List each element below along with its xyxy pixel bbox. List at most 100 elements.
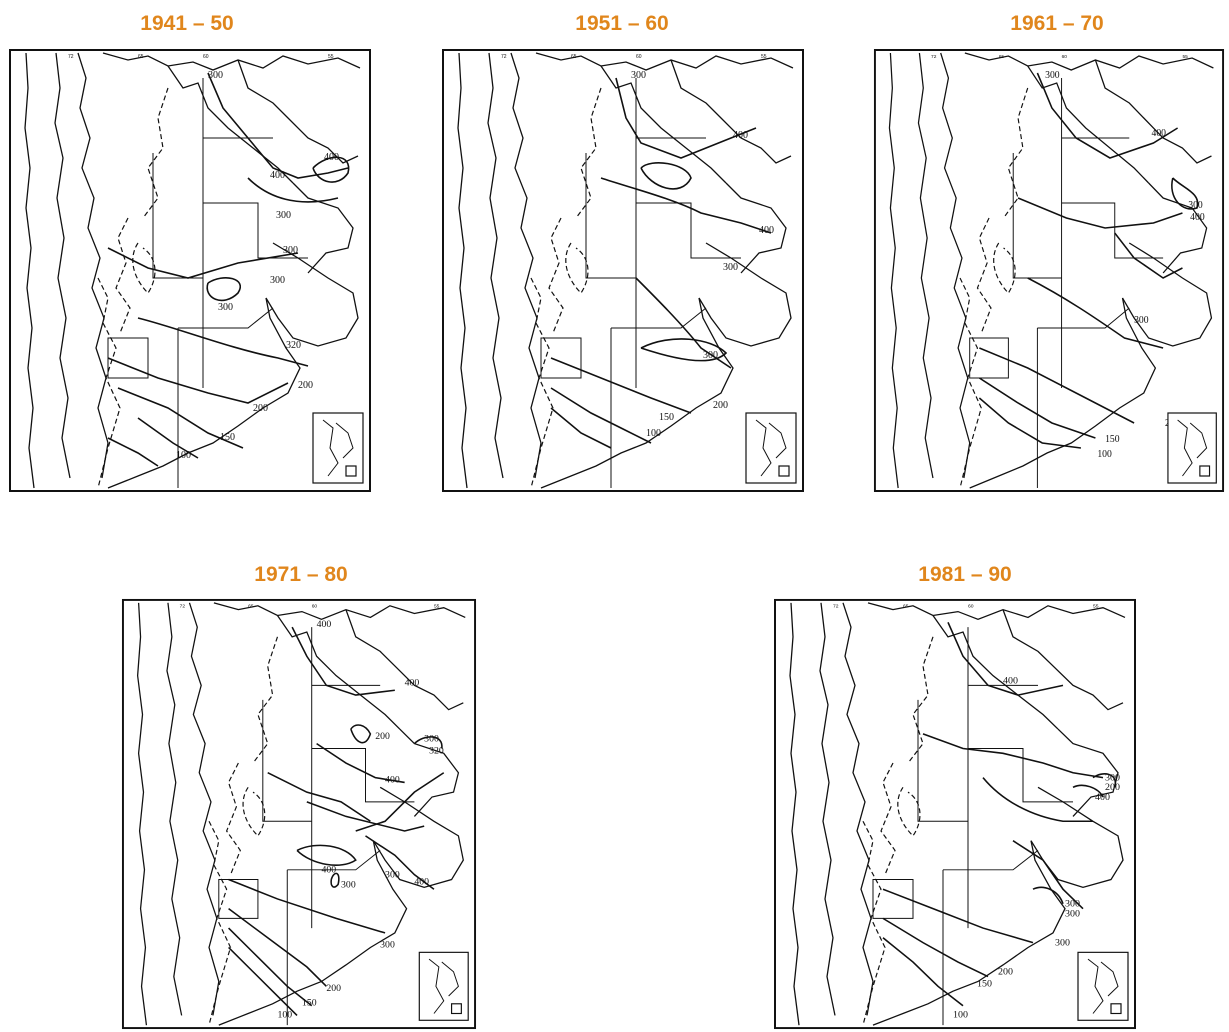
isoline-map-1971-80: 72 65 60 5540040020032030040040030030040030… bbox=[121, 598, 477, 1030]
isoline-label: 100 bbox=[277, 1009, 292, 1020]
inset-locator-map bbox=[418, 951, 469, 1021]
dashed-outline bbox=[132, 242, 156, 294]
isoline bbox=[982, 777, 1093, 823]
isoline bbox=[107, 247, 299, 279]
longitude-tick-label: 60 bbox=[312, 604, 318, 610]
isoline-label: 150 bbox=[302, 998, 317, 1009]
province-border-prov3 bbox=[203, 202, 308, 259]
longitude-tick-label: 55 bbox=[328, 54, 334, 60]
longitude-tick-label: 65 bbox=[571, 54, 577, 60]
isoline-label: 300 bbox=[270, 275, 285, 286]
inset-box bbox=[1199, 465, 1211, 477]
isoline bbox=[1092, 773, 1117, 788]
coastline-pacific2 bbox=[487, 52, 504, 479]
province-border-prov2 bbox=[585, 153, 636, 279]
isoline bbox=[206, 277, 241, 302]
dashed-outline bbox=[862, 821, 886, 1026]
province-border-prov5 bbox=[872, 879, 914, 919]
dashed-outline bbox=[115, 217, 131, 334]
isoline bbox=[1072, 784, 1104, 798]
longitude-tick-label: 72 bbox=[68, 54, 74, 60]
longitude-tick-label: 55 bbox=[434, 604, 440, 610]
coastline-paraguay bbox=[1094, 59, 1212, 164]
coastline-pacific1 bbox=[888, 52, 899, 489]
inset-box bbox=[1110, 1003, 1122, 1015]
isoline-label: 400 bbox=[1095, 792, 1110, 803]
isoline bbox=[1012, 840, 1084, 910]
dashed-outline bbox=[530, 277, 554, 489]
isoline bbox=[350, 724, 372, 744]
coastline-uruguay bbox=[698, 242, 792, 347]
coastline-paraguay bbox=[345, 609, 464, 711]
isoline-label: 400 bbox=[317, 619, 332, 630]
dashed-outline bbox=[252, 636, 279, 764]
isoline bbox=[882, 888, 1034, 944]
isoline bbox=[600, 177, 772, 234]
coastline-pacific1 bbox=[457, 52, 468, 489]
dashed-outline bbox=[959, 277, 982, 489]
isoline bbox=[1017, 197, 1183, 229]
isoline-label: 300 bbox=[385, 870, 400, 881]
isoline bbox=[882, 937, 964, 1007]
coastline-mesop bbox=[292, 182, 354, 274]
isoline bbox=[312, 156, 350, 183]
longitude-tick-label: 60 bbox=[636, 54, 642, 60]
isoline-label: 400 bbox=[1003, 676, 1018, 687]
dashed-outline bbox=[565, 242, 589, 294]
isoline bbox=[355, 772, 445, 832]
isoline-label: 300 bbox=[218, 302, 233, 313]
inset-locator-map bbox=[312, 412, 364, 484]
coastline-bolivia bbox=[1027, 65, 1150, 184]
isoline-label: 300 bbox=[283, 245, 298, 256]
province-border-prov3 bbox=[1061, 202, 1164, 259]
isoline bbox=[207, 72, 349, 179]
coastline-pacific1 bbox=[24, 52, 35, 489]
isoline-label: 300 bbox=[208, 70, 223, 81]
isoline-label: 400 bbox=[733, 130, 748, 141]
isoline-label: 200 bbox=[375, 731, 390, 742]
map-title-1971-80: 1971 – 80 bbox=[254, 563, 348, 586]
isoline-label: 100 bbox=[953, 1009, 968, 1020]
map-title-1981-90: 1981 – 90 bbox=[918, 563, 1012, 586]
isoline-label: 400 bbox=[324, 152, 339, 163]
inset-outline bbox=[755, 419, 787, 477]
coastline-andes bbox=[188, 602, 220, 1016]
isoline-label: 200 bbox=[998, 967, 1013, 978]
isoline-label: 400 bbox=[270, 170, 285, 181]
coastline-pacific2 bbox=[917, 52, 934, 479]
isoline-map-1941-50: 72 65 60 55 300 400 400 300 300 300 300 320 200 200 15… bbox=[9, 49, 371, 492]
coastline-coastE bbox=[872, 840, 1066, 1026]
isoline bbox=[107, 437, 159, 467]
coastline-paraguay bbox=[1002, 609, 1124, 711]
isoline bbox=[922, 733, 1104, 779]
isoline bbox=[550, 407, 612, 449]
isoline-label: 400 bbox=[1190, 212, 1205, 223]
coastline-uruguay bbox=[1121, 242, 1213, 347]
coastline-coastE bbox=[969, 297, 1157, 489]
longitude-tick-label: 55 bbox=[1182, 54, 1188, 60]
province-border-prov3 bbox=[968, 747, 1073, 803]
isoline-label: 400 bbox=[405, 677, 420, 688]
longitude-tick-label: 60 bbox=[968, 604, 974, 610]
isoline-label: 320 bbox=[429, 745, 444, 756]
province-border-prov3 bbox=[311, 747, 415, 803]
longitude-tick-label: 72 bbox=[833, 604, 839, 610]
dashed-outline bbox=[242, 786, 266, 837]
longitude-tick-label: 60 bbox=[203, 54, 209, 60]
isoline-label: 200 bbox=[713, 400, 728, 411]
coastline-coastE bbox=[218, 840, 408, 1026]
isoline-label: 100 bbox=[646, 428, 661, 439]
isoline-label: 300 bbox=[723, 262, 738, 273]
isoline-label: 100 bbox=[1097, 449, 1112, 460]
isoline bbox=[330, 872, 340, 888]
isoline-label: 300 bbox=[1055, 938, 1070, 949]
isoline bbox=[635, 277, 732, 369]
coastline-andes bbox=[940, 52, 971, 479]
isoline-label: 300 bbox=[1134, 315, 1149, 326]
isoline bbox=[550, 357, 692, 414]
map-title-1941-50: 1941 – 50 bbox=[140, 12, 234, 35]
isoline bbox=[1114, 232, 1183, 279]
isoline bbox=[978, 397, 1082, 449]
isoline bbox=[550, 387, 652, 444]
isoline-label: 200 bbox=[253, 403, 268, 414]
